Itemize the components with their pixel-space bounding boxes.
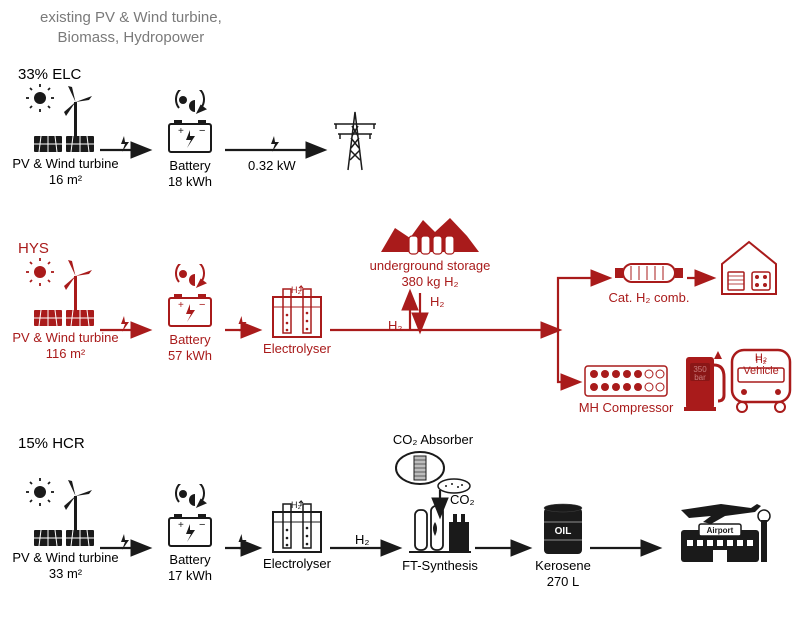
arrows-layer <box>0 0 800 633</box>
